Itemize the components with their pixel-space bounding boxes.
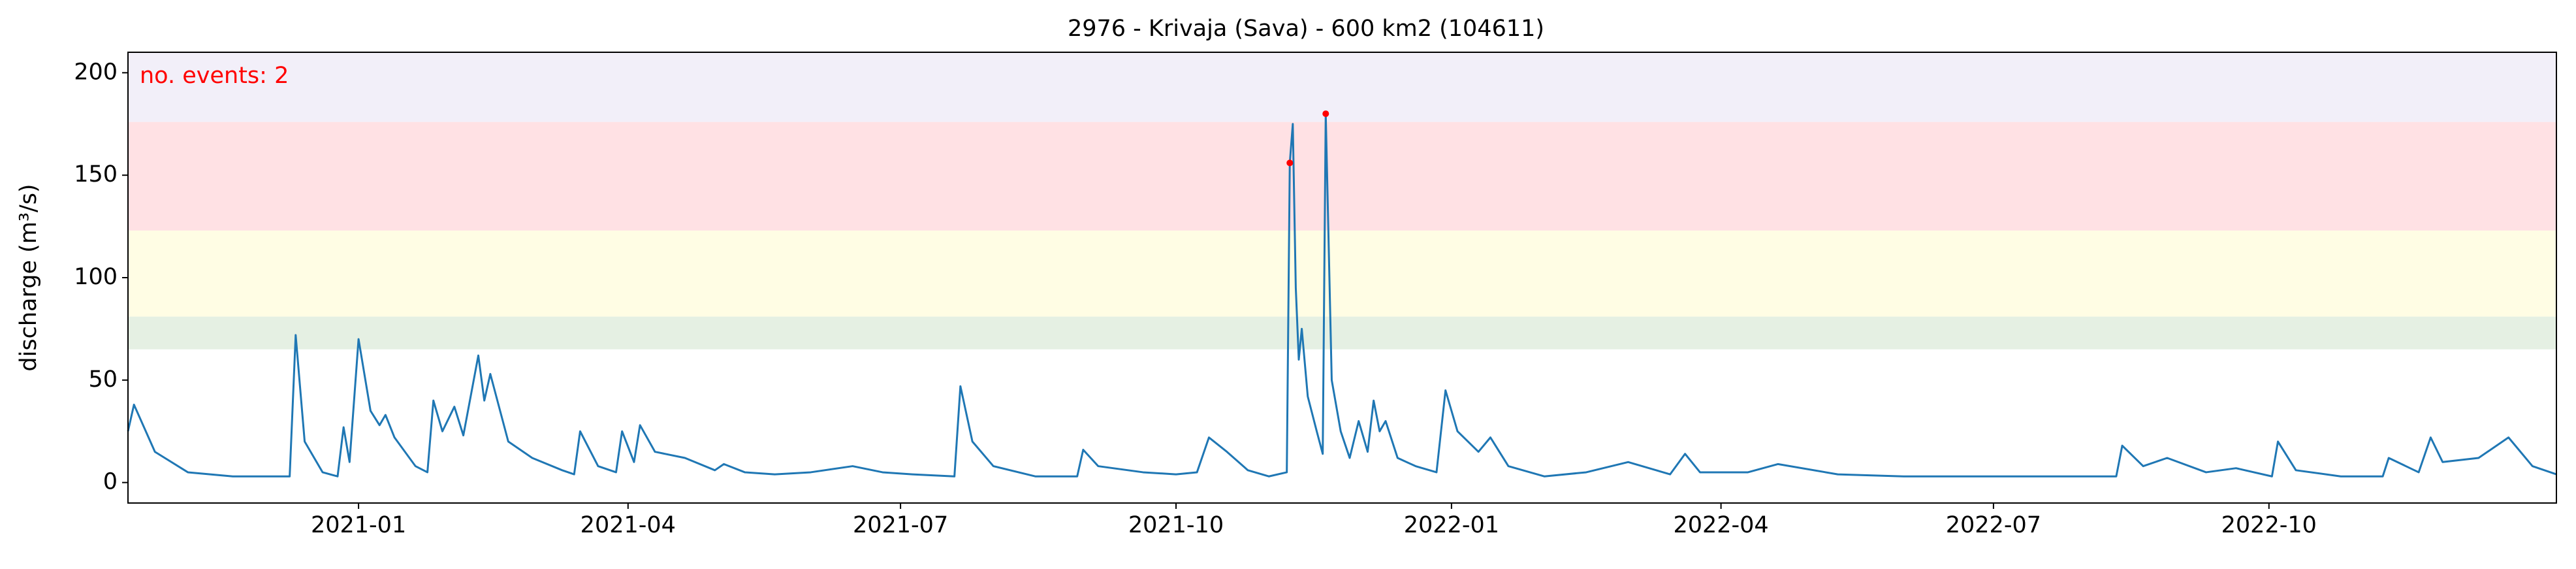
event-point	[1322, 110, 1329, 118]
threshold-band	[128, 52, 2556, 122]
x-tick-label: 2021-07	[853, 512, 948, 538]
chart-title: 2976 - Krivaja (Sava) - 600 km2 (104611)	[1068, 16, 1544, 42]
x-tick-label: 2021-04	[580, 512, 676, 538]
y-tick-label: 0	[103, 469, 118, 495]
x-tick-label: 2022-04	[1673, 512, 1768, 538]
x-tick-label: 2022-07	[1946, 512, 2041, 538]
events-annotation: no. events: 2	[140, 63, 289, 89]
x-tick-label: 2022-01	[1404, 512, 1499, 538]
threshold-band	[128, 316, 2556, 350]
x-tick-label: 2022-10	[2221, 512, 2317, 538]
event-point	[1286, 159, 1294, 167]
y-tick-label: 50	[88, 366, 118, 393]
threshold-band	[128, 230, 2556, 317]
discharge-line	[127, 112, 2557, 478]
y-axis-label: discharge (m³/s)	[16, 184, 42, 371]
threshold-band	[128, 122, 2556, 231]
x-tick-label: 2021-10	[1128, 512, 1224, 538]
y-tick-label: 100	[74, 264, 118, 290]
y-tick-label: 150	[74, 161, 118, 187]
y-tick-label: 200	[74, 59, 118, 85]
x-tick-label: 2021-01	[311, 512, 406, 538]
